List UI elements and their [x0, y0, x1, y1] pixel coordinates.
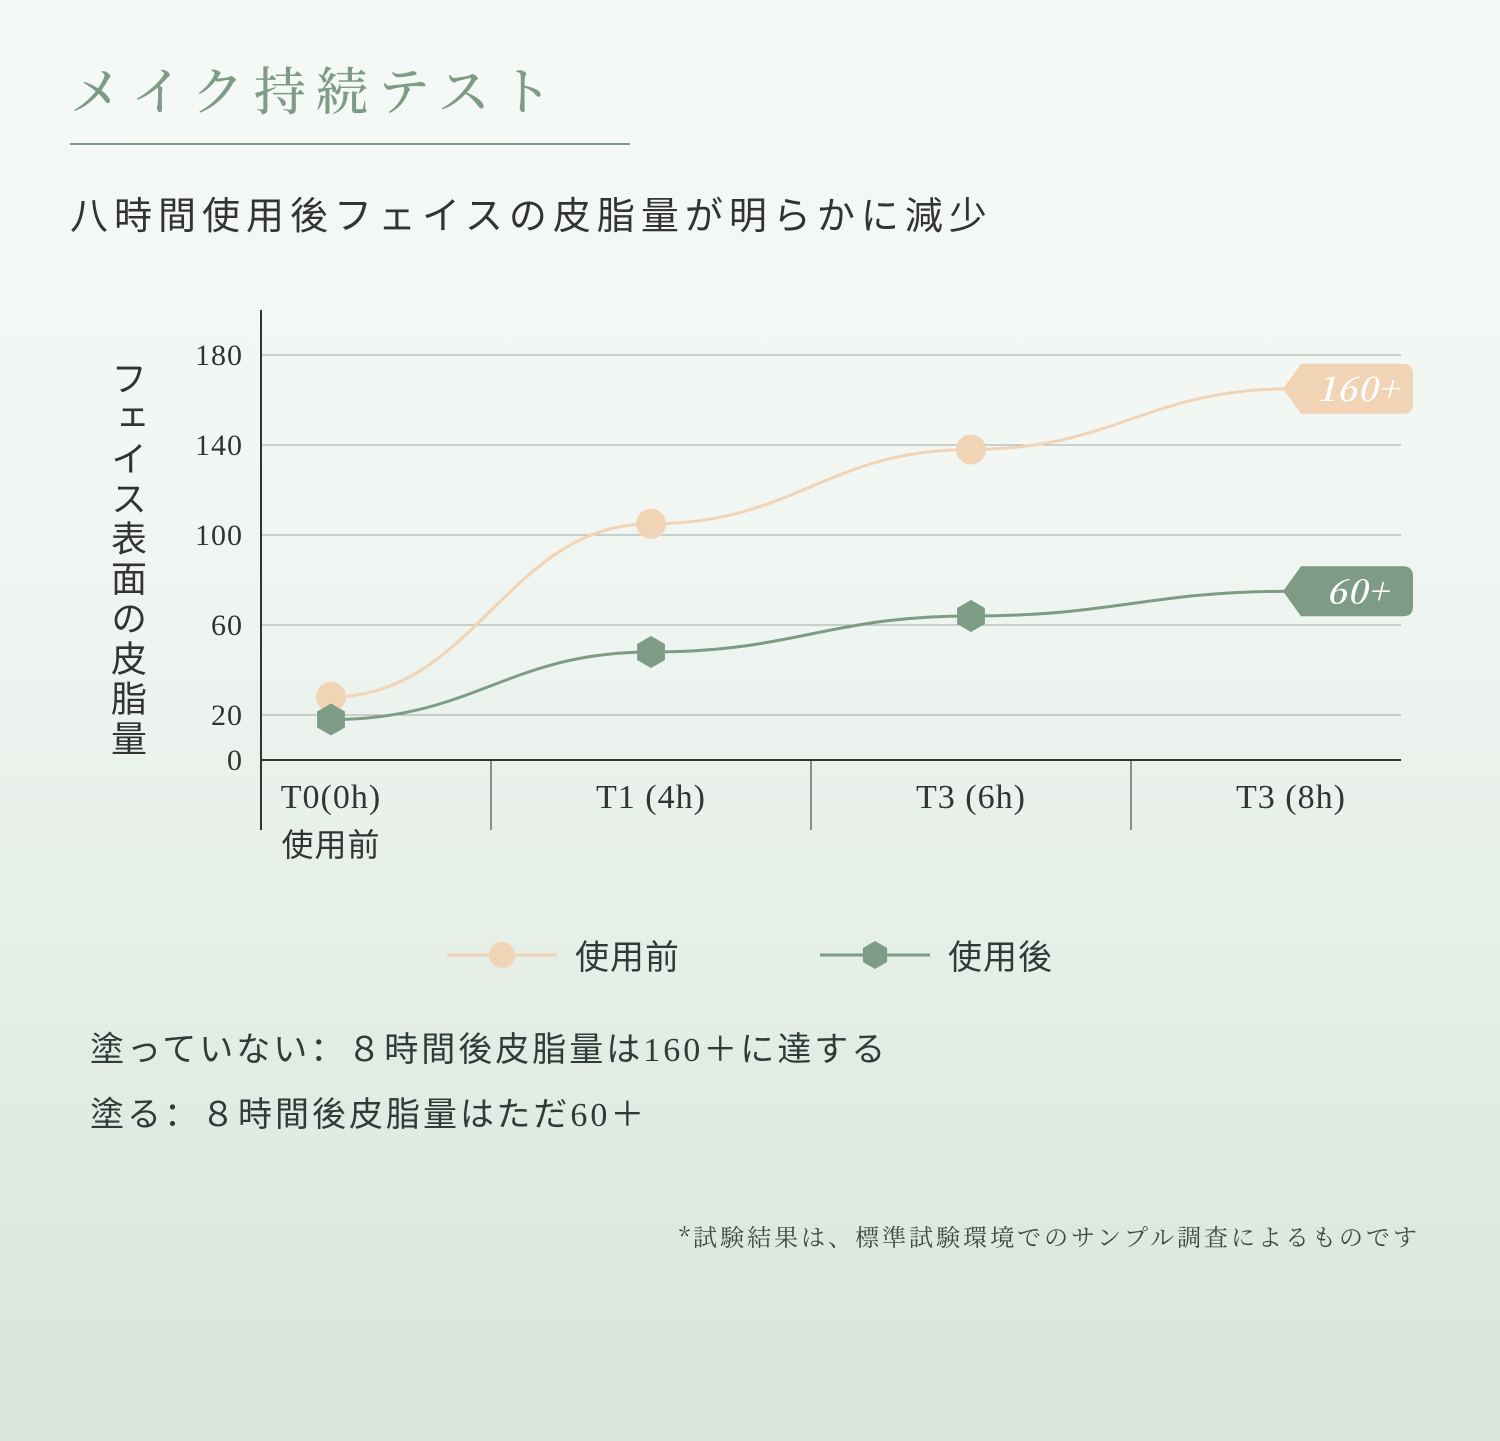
- chart-legend: 使用前 使用後: [70, 930, 1430, 979]
- page-subtitle: 八時間使用後フェイスの皮脂量が明らかに減少: [70, 185, 1430, 240]
- svg-text:180: 180: [195, 339, 243, 372]
- y-axis-title: フェイス表面の皮脂量: [100, 290, 152, 760]
- svg-text:60+: 60+: [1327, 564, 1391, 613]
- legend-swatch-after: [820, 940, 930, 970]
- sebum-line-chart: 0 20 60 100 140 180 T0(0h) 使用前 T1 (4h) T3 (6h) T3 …: [162, 290, 1430, 920]
- note-line-2: 塗る：８時間後皮脂量はただ60＋: [90, 1084, 1430, 1149]
- svg-text:T1 (4h): T1 (4h): [596, 779, 706, 816]
- note-line-1: 塗っていない：８時間後皮脂量は160＋に達する: [90, 1019, 1430, 1084]
- svg-text:60: 60: [211, 609, 243, 642]
- legend-label-after: 使用後: [948, 930, 1053, 979]
- svg-text:20: 20: [211, 699, 243, 732]
- footnote: *試験結果は、標準試験環境でのサンプル調査によるものです: [70, 1218, 1420, 1253]
- legend-swatch-before: [447, 940, 557, 970]
- legend-item-before: 使用前: [447, 930, 680, 979]
- svg-text:100: 100: [195, 519, 243, 552]
- svg-text:T3 (6h): T3 (6h): [916, 779, 1026, 816]
- svg-text:0: 0: [227, 744, 243, 777]
- svg-text:T3 (8h): T3 (8h): [1236, 779, 1346, 816]
- svg-text:使用前: 使用前: [281, 827, 380, 863]
- svg-text:160+: 160+: [1317, 362, 1401, 411]
- legend-item-after: 使用後: [820, 930, 1053, 979]
- svg-text:140: 140: [195, 429, 243, 462]
- title-underline: [70, 143, 630, 145]
- chart-container: フェイス表面の皮脂量 0 20 60 100 140 180 T0(0h) 使用前 T1 (4h…: [100, 290, 1430, 920]
- svg-text:T0(0h): T0(0h): [281, 779, 381, 816]
- page-title: メイク持続テスト: [70, 50, 1430, 125]
- legend-label-before: 使用前: [575, 930, 680, 979]
- result-notes: 塗っていない：８時間後皮脂量は160＋に達する 塗る：８時間後皮脂量はただ60＋: [90, 1019, 1430, 1148]
